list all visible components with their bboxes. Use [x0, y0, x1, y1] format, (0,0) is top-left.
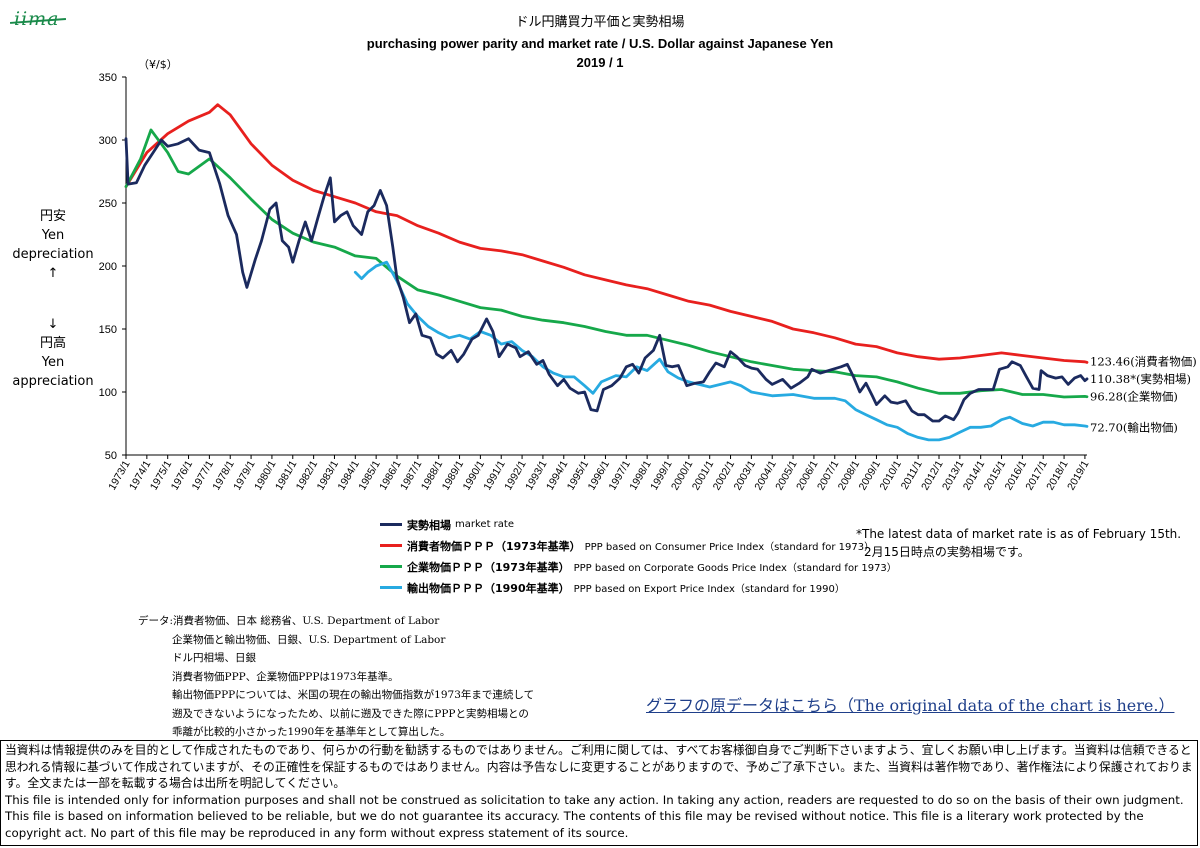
source-line: 遡及できないようになったため、以前に遡及できた際にPPPと実勢相場との — [172, 707, 529, 720]
legend-item-cpi-ppp: 消費者物価ＰＰＰ（1973年基準） PPP based on Consumer … — [380, 535, 897, 556]
latest-data-note-en: *The latest data of market rate is as of… — [856, 527, 1182, 541]
source-line: 乖離が比較的小さかった1990年を基準年として算出した。 — [172, 726, 451, 738]
y-tick-label: 350 — [99, 72, 117, 84]
x-tick-label: 2019/1 — [1065, 458, 1092, 492]
disclaimer-box: 当資料は情報提供のみを目的として作成されたものであり、何らかの行動を勧誘するもの… — [0, 740, 1198, 846]
iima-logo: iima — [14, 8, 60, 30]
down-arrow-icon: ↓ — [47, 317, 59, 332]
depreciation-yen: Yen — [41, 228, 65, 243]
chart-date: 2019 / 1 — [576, 55, 624, 70]
series-end-label: 72.70(輸出物価) — [1090, 420, 1178, 434]
y-tick-label: 150 — [99, 324, 117, 336]
series-line-export-ppp — [353, 260, 1089, 442]
y-tick-label: 250 — [99, 198, 117, 210]
series-end-label: 123.46(消費者物価) — [1090, 354, 1197, 368]
source-line: ドル円相場、日銀 — [172, 652, 256, 664]
source-line: 輸出物価PPPについては、米国の現在の輸出物価指数が1973年まで連続して — [172, 689, 535, 701]
appreciation-yen: Yen — [41, 355, 65, 370]
yen-depreciation-label: 円安 Yen depreciation ↑ — [0, 207, 106, 283]
series-end-label: 96.28(企業物価) — [1090, 390, 1178, 404]
legend-label-jp: 消費者物価ＰＰＰ（1973年基準） — [407, 539, 581, 553]
legend-swatch — [380, 586, 402, 589]
ppp-line-chart: 501001502002503003501973/11974/11975/119… — [99, 72, 1197, 492]
original-data-link[interactable]: グラフの原データはこちら（The original data of the ch… — [646, 696, 1175, 715]
chart-title-en: purchasing power parity and market rate … — [366, 36, 834, 51]
chart-title-jp: ドル円購買力平価と実勢相場 — [515, 15, 685, 30]
source-line: データ:消費者物価、日本 総務省、U.S. Department of Labo… — [138, 615, 440, 627]
disclaimer-en: This file is intended only for informati… — [5, 792, 1184, 840]
y-tick-label: 200 — [99, 261, 117, 273]
series-line-market-rate — [124, 137, 1089, 423]
legend-item-cgpi-ppp: 企業物価ＰＰＰ（1973年基準） PPP based on Corporate … — [380, 556, 897, 577]
depreciation-jp: 円安 — [39, 209, 66, 224]
legend-label-en: PPP based on Consumer Price Index（standa… — [584, 542, 875, 553]
source-line: 企業物価と輸出物価、日銀、U.S. Department of Labor — [172, 633, 446, 646]
legend-item-market-rate: 実勢相場 market rate — [380, 514, 897, 535]
appreciation-word: appreciation — [12, 374, 94, 389]
y-tick-label: 100 — [99, 387, 117, 399]
depreciation-word: depreciation — [12, 247, 94, 262]
y-tick-label: 50 — [105, 450, 117, 462]
legend-label-jp: 実勢相場 — [407, 518, 451, 532]
y-tick-label: 300 — [99, 135, 117, 147]
series-end-label: 110.38*(実勢相場) — [1090, 372, 1191, 386]
series-line-cpi-ppp — [124, 103, 1089, 364]
source-line: 消費者物価PPP、企業物価PPPは1973年基準。 — [172, 670, 399, 683]
appreciation-jp: 円高 — [39, 336, 66, 351]
legend-label-en: PPP based on Export Price Index（standard… — [573, 584, 845, 595]
legend-item-export-ppp: 輸出物価ＰＰＰ（1990年基準） PPP based on Export Pri… — [380, 577, 897, 598]
legend-label-en: market rate — [455, 519, 514, 530]
data-source-notes: データ:消費者物価、日本 総務省、U.S. Department of Labo… — [138, 612, 534, 742]
chart-legend: 実勢相場 market rate 消費者物価ＰＰＰ（1973年基準） PPP b… — [380, 514, 897, 598]
legend-swatch — [380, 544, 402, 547]
legend-label-en: PPP based on Corporate Goods Price Index… — [573, 563, 897, 574]
up-arrow-icon: ↑ — [47, 266, 59, 281]
yen-appreciation-label: ↓ 円高 Yen appreciation — [0, 315, 106, 391]
legend-swatch — [380, 565, 402, 568]
disclaimer-jp: 当資料は情報提供のみを目的として作成されたものであり、何らかの行動を勧誘するもの… — [5, 743, 1193, 790]
latest-data-note-jp: 2月15日時点の実勢相場です。 — [864, 545, 1030, 559]
legend-swatch — [380, 523, 402, 526]
series-line-cgpi-ppp — [124, 128, 1089, 399]
legend-label-jp: 輸出物価ＰＰＰ（1990年基準） — [407, 581, 570, 595]
legend-label-jp: 企業物価ＰＰＰ（1973年基準） — [407, 560, 570, 574]
y-axis-unit: （¥/$） — [138, 58, 178, 71]
